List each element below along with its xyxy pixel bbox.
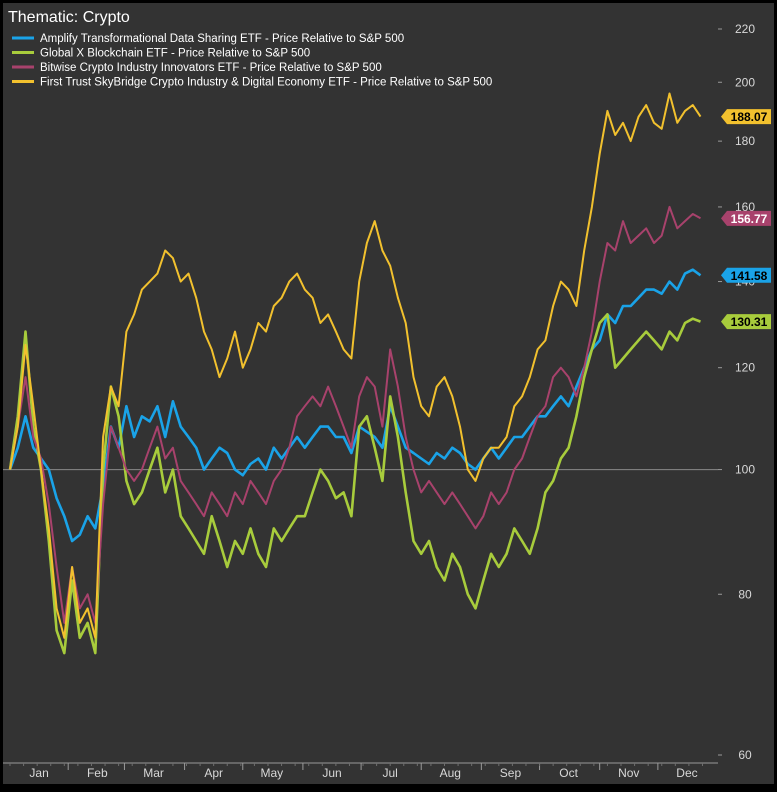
y-tick-label: 60 bbox=[738, 748, 752, 762]
last-value-flag bbox=[721, 314, 771, 330]
y-tick-label: 200 bbox=[735, 75, 755, 89]
series-layer bbox=[8, 92, 702, 655]
last-value-flag bbox=[721, 109, 771, 125]
legend-entry-2: Global X Blockchain ETF - Price Relative… bbox=[40, 48, 310, 60]
y-tick-label: 160 bbox=[735, 200, 755, 214]
last-value-text: 188.07 bbox=[731, 110, 768, 124]
x-tick-label: Apr bbox=[204, 766, 223, 780]
last-value-text: 141.58 bbox=[731, 269, 768, 283]
plot-area-background bbox=[3, 3, 774, 784]
last-value-flag bbox=[721, 267, 771, 283]
y-tick-label: 100 bbox=[735, 463, 755, 477]
x-tick-label: Jul bbox=[383, 766, 398, 780]
y-tick-label: 80 bbox=[738, 587, 752, 601]
series-line-2 bbox=[8, 313, 701, 655]
y-tick-label: 180 bbox=[735, 134, 755, 148]
last-value-flag bbox=[721, 210, 771, 226]
legend: Amplify Transformational Data Sharing ET… bbox=[12, 33, 492, 89]
x-tick-label: Jan bbox=[29, 766, 48, 780]
last-value-labels: 141.58 130.31 156.77 188.07 bbox=[721, 109, 771, 330]
x-tick-label: Nov bbox=[618, 766, 639, 780]
last-value-label-2: 130.31 bbox=[721, 314, 771, 330]
x-tick-label: May bbox=[261, 766, 284, 780]
last-value-text: 156.77 bbox=[731, 212, 768, 226]
x-axis: Jan Feb Mar Apr May Jun Jul Aug Sep Oct Nov Dec bbox=[3, 762, 718, 780]
x-tick-label: Oct bbox=[559, 766, 578, 780]
x-tick-label: Mar bbox=[143, 766, 164, 780]
x-tick-label: Sep bbox=[500, 766, 522, 780]
x-tick-label: Feb bbox=[87, 766, 108, 780]
x-tick-label: Jun bbox=[322, 766, 341, 780]
chart-title: Thematic: Crypto bbox=[8, 9, 130, 26]
last-value-label-4: 188.07 bbox=[721, 109, 771, 125]
y-tick-label: 120 bbox=[735, 361, 755, 375]
series-line-4 bbox=[9, 92, 702, 639]
legend-entry-4: First Trust SkyBridge Crypto Industry & … bbox=[40, 77, 492, 89]
last-value-text: 130.31 bbox=[731, 315, 768, 329]
legend-entry-3: Bitwise Crypto Industry Innovators ETF -… bbox=[40, 62, 382, 74]
x-tick-label: Dec bbox=[676, 766, 697, 780]
y-tick-label: 220 bbox=[735, 22, 755, 36]
last-value-label-3: 156.77 bbox=[721, 210, 771, 226]
x-tick-label: Aug bbox=[440, 766, 461, 780]
series-line-3 bbox=[9, 205, 701, 624]
legend-entry-1: Amplify Transformational Data Sharing ET… bbox=[40, 33, 404, 45]
last-value-label-1: 141.58 bbox=[721, 267, 771, 283]
